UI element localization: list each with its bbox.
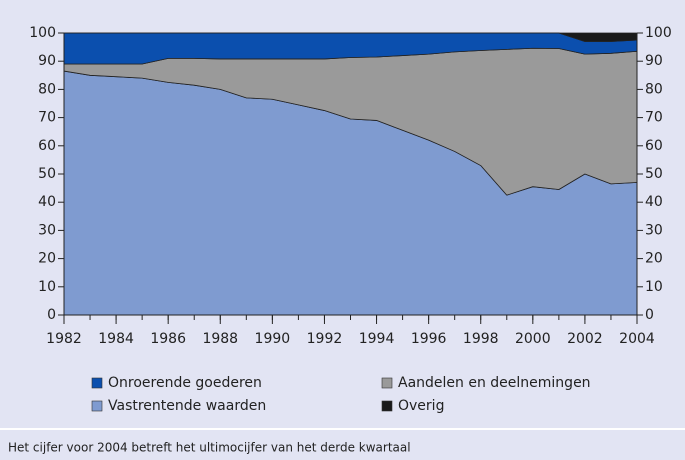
y2-tick-label: 70 (645, 110, 663, 126)
x-tick-label: 2002 (567, 331, 603, 347)
x-tick-label: 2004 (619, 331, 655, 347)
x-tick-label: 1994 (359, 331, 395, 347)
y2-tick-label: 100 (645, 25, 672, 41)
legend-swatch (91, 377, 103, 389)
x-tick-label: 1982 (46, 331, 82, 347)
y2-tick-label: 40 (645, 194, 663, 210)
y2-tick-label: 80 (645, 81, 663, 97)
y-tick-label: 40 (38, 194, 56, 210)
y2-tick-label: 90 (645, 53, 663, 69)
legend-swatch (91, 400, 103, 412)
x-tick-label: 1988 (202, 331, 238, 347)
x-tick-label: 1984 (98, 331, 134, 347)
legend-label: Overig (398, 398, 444, 414)
legend-label: Vastrentende waarden (108, 398, 266, 414)
x-tick-label: 1992 (307, 331, 343, 347)
x-tick-label: 2000 (515, 331, 551, 347)
legend-swatch (381, 377, 393, 389)
footnote: Het cijfer voor 2004 betreft het ultimoc… (8, 441, 411, 455)
y-tick-label: 30 (38, 222, 56, 238)
y2-tick-label: 30 (645, 222, 663, 238)
x-tick-label: 1998 (463, 331, 499, 347)
x-tick-label: 1996 (411, 331, 447, 347)
legend-swatch (381, 400, 393, 412)
y-tick-label: 20 (38, 251, 56, 267)
y2-tick-label: 10 (645, 279, 663, 295)
y2-tick-label: 0 (645, 307, 654, 323)
y-tick-label: 70 (38, 110, 56, 126)
y-tick-label: 50 (38, 166, 56, 182)
y-tick-label: 80 (38, 81, 56, 97)
y2-tick-label: 50 (645, 166, 663, 182)
y2-tick-label: 60 (645, 138, 663, 154)
y-tick-label: 10 (38, 279, 56, 295)
y-tick-label: 0 (47, 307, 56, 323)
legend-label: Aandelen en deelnemingen (398, 375, 591, 391)
y-tick-label: 100 (29, 25, 56, 41)
y2-tick-label: 20 (645, 251, 663, 267)
legend-label: Onroerende goederen (108, 375, 262, 391)
x-tick-label: 1990 (255, 331, 291, 347)
y-tick-label: 60 (38, 138, 56, 154)
y-tick-label: 90 (38, 53, 56, 69)
x-tick-label: 1986 (150, 331, 186, 347)
